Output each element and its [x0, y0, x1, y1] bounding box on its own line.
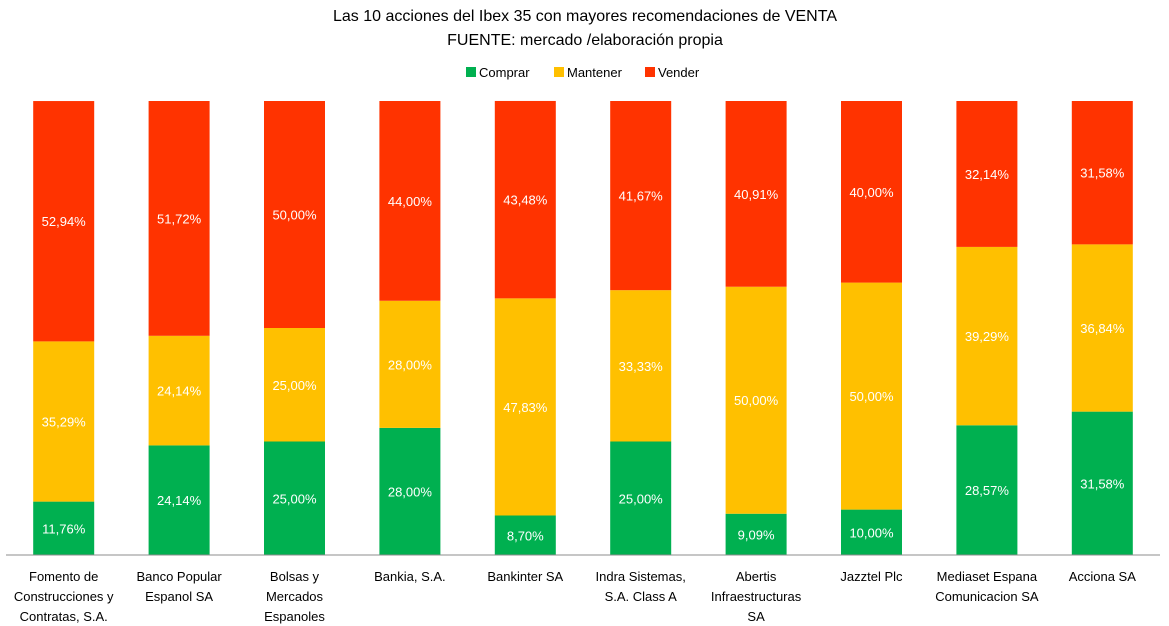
data-label-mantener-10: 36,84% [1080, 321, 1125, 336]
x-tick-label-5-line-1: Bankinter SA [487, 569, 563, 584]
legend-swatch-comprar [466, 67, 476, 77]
bar-comprar-2 [148, 445, 210, 555]
data-label-mantener-3: 25,00% [272, 378, 317, 393]
bar-mantener-10 [1071, 244, 1133, 412]
x-tick-label-3-line-3: Espanoles [264, 609, 325, 624]
data-label-comprar-7: 9,09% [738, 527, 775, 542]
data-label-vender-6: 41,67% [619, 189, 664, 204]
data-label-vender-4: 44,00% [388, 194, 433, 209]
x-tick-label-3-line-1: Bolsas y [270, 569, 320, 584]
data-label-mantener-7: 50,00% [734, 393, 779, 408]
data-label-comprar-1: 11,76% [42, 521, 86, 536]
legend-label-mantener: Mantener [567, 65, 623, 80]
x-tick-label-6-line-1: Indra Sistemas, [596, 569, 686, 584]
data-label-vender-8: 40,00% [849, 185, 894, 200]
bar-comprar-7 [725, 513, 787, 555]
data-label-vender-2: 51,72% [157, 211, 202, 226]
bar-mantener-8 [841, 282, 902, 510]
legend-swatch-vender [645, 67, 655, 77]
bar-mantener-5 [494, 298, 556, 516]
x-tick-label-2-line-2: Espanol SA [145, 589, 213, 604]
bar-vender-7 [725, 101, 787, 287]
bar-comprar-4 [379, 427, 441, 555]
x-tick-label-1-line-1: Fomento de [29, 569, 98, 584]
data-label-mantener-8: 50,00% [849, 389, 894, 404]
data-label-comprar-9: 28,57% [965, 483, 1010, 498]
x-tick-label-6-line-2: S.A. Class A [605, 589, 678, 604]
legend-swatch-mantener [554, 67, 564, 77]
bar-comprar-3 [264, 441, 325, 555]
bar-comprar-5 [494, 515, 556, 555]
data-label-mantener-1: 35,29% [42, 415, 87, 430]
bar-vender-10 [1071, 101, 1133, 245]
x-tick-label-8-line-1: Jazztel Plc [840, 569, 903, 584]
bar-mantener-4 [379, 300, 441, 428]
data-label-comprar-8: 10,00% [849, 525, 894, 540]
bar-comprar-8 [841, 509, 902, 555]
data-labels: 11,76% 35,29% 52,94% 24,14% 24,14% 51,72% 25,0… [42, 166, 1125, 544]
bar-comprar-6 [610, 441, 672, 555]
x-tick-label-3-line-2: Mercados [266, 589, 324, 604]
chart-subtitle: FUENTE: mercado /elaboración propia [447, 32, 723, 49]
bar-mantener-6 [610, 290, 672, 442]
data-label-mantener-6: 33,33% [619, 359, 664, 374]
bar-mantener-9 [956, 246, 1018, 426]
bar-mantener-3 [264, 328, 325, 442]
bar-mantener-7 [725, 286, 787, 514]
bar-vender-9 [956, 101, 1018, 247]
bar-comprar-1 [33, 501, 95, 555]
bar-mantener-1 [33, 341, 95, 502]
data-label-mantener-4: 28,00% [388, 357, 433, 372]
data-label-mantener-2: 24,14% [157, 384, 202, 399]
x-tick-label-9-line-2: Comunicacion SA [935, 589, 1039, 604]
data-label-comprar-10: 31,58% [1080, 476, 1125, 491]
x-tick-label-2-line-1: Banco Popular [136, 569, 222, 584]
bar-comprar-9 [956, 425, 1018, 555]
bar-vender-3 [264, 101, 325, 328]
data-label-comprar-5: 8,70% [507, 528, 544, 543]
data-label-vender-3: 50,00% [272, 208, 317, 223]
chart-title: Las 10 acciones del Ibex 35 con mayores … [333, 8, 837, 25]
data-label-vender-9: 32,14% [965, 167, 1010, 182]
legend-label-comprar: Comprar [479, 65, 530, 80]
bar-comprar-10 [1071, 411, 1133, 555]
data-label-comprar-2: 24,14% [157, 493, 202, 508]
data-label-vender-1: 52,94% [42, 214, 87, 229]
x-tick-label-1-line-3: Contratas, S.A. [20, 609, 108, 624]
bar-vender-2 [148, 101, 210, 336]
x-tick-label-7-line-2: Infraestructuras [711, 589, 802, 604]
legend-label-vender: Vender [658, 65, 700, 80]
x-tick-label-9-line-1: Mediaset Espana [937, 569, 1038, 584]
data-label-mantener-9: 39,29% [965, 329, 1010, 344]
bar-vender-1 [33, 101, 95, 342]
data-label-comprar-4: 28,00% [388, 484, 433, 499]
bar-vender-5 [494, 100, 556, 299]
data-label-comprar-6: 25,00% [619, 491, 664, 506]
data-label-comprar-3: 25,00% [272, 491, 317, 506]
x-tick-label-4-line-1: Bankia, S.A. [374, 569, 446, 584]
bar-mantener-2 [148, 335, 210, 446]
bar-vender-4 [379, 101, 441, 301]
data-label-vender-7: 40,91% [734, 187, 779, 202]
x-tick-label-7-line-1: Abertis [736, 569, 777, 584]
data-label-vender-5: 43,48% [503, 193, 548, 208]
data-label-mantener-5: 47,83% [503, 400, 548, 415]
x-tick-label-1-line-2: Construcciones y [14, 589, 114, 604]
bar-vender-6 [610, 101, 672, 291]
bar-vender-8 [841, 101, 902, 283]
chart-legend: Comprar Mantener Vender [466, 65, 700, 80]
data-label-vender-10: 31,58% [1080, 166, 1125, 181]
x-tick-label-7-line-3: SA [747, 609, 765, 624]
bar-stacks [33, 100, 1133, 555]
x-axis-tick-labels: Fomento de Construcciones y Contratas, S.A… [14, 569, 1136, 624]
x-tick-label-10-line-1: Acciona SA [1069, 569, 1137, 584]
